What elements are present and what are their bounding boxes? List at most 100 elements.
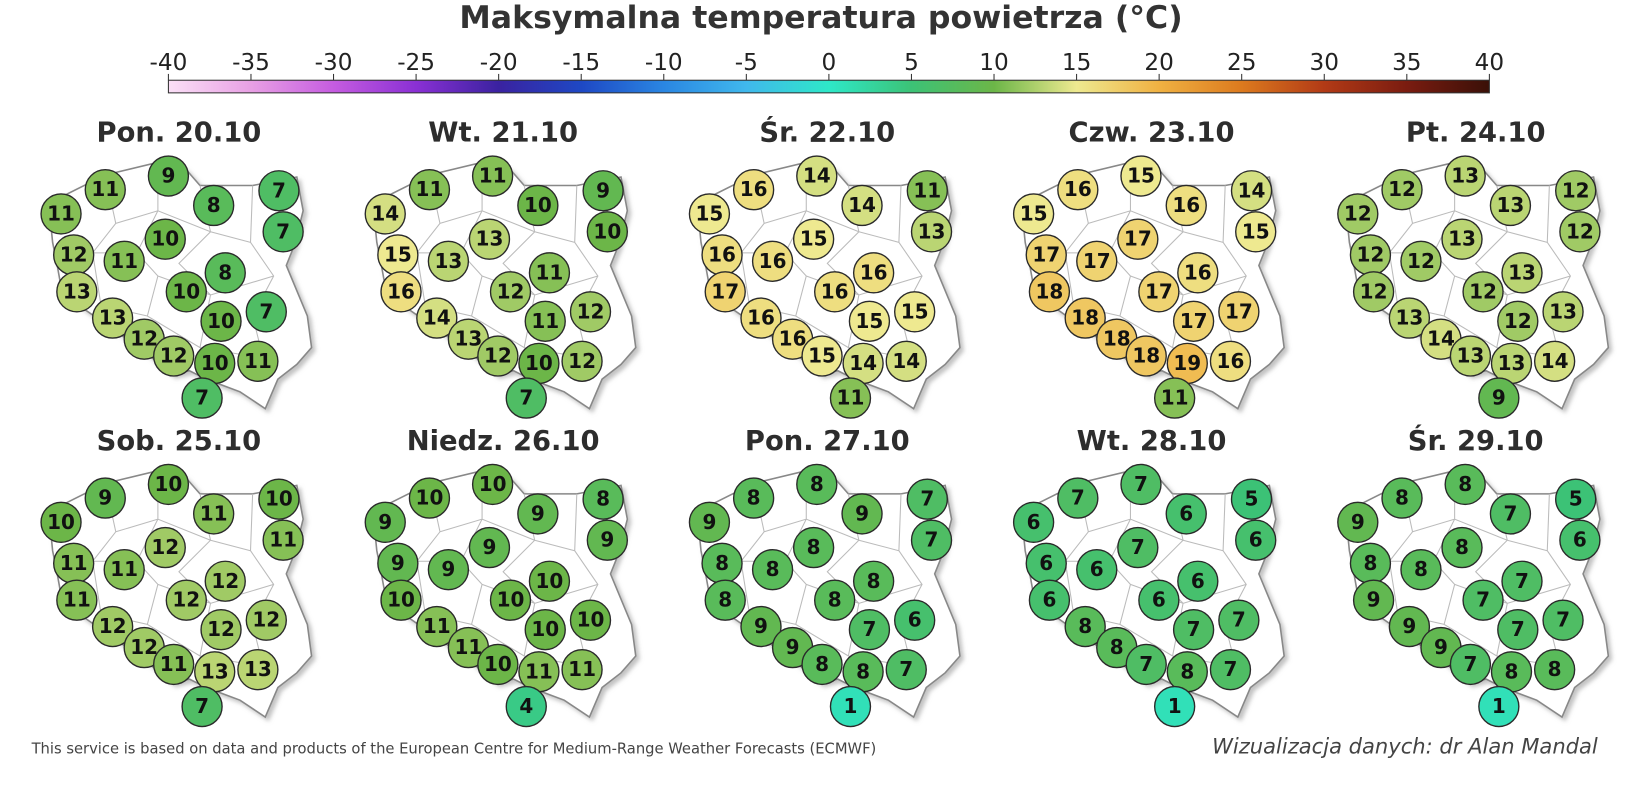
temperature-value: 6	[1090, 557, 1104, 581]
temperature-value: 7	[1556, 608, 1570, 632]
temperature-marker	[408, 477, 451, 519]
temperature-value: 16	[759, 249, 787, 273]
temperature-value: 12	[60, 243, 88, 267]
temperature-value: 16	[1217, 349, 1245, 373]
colorbar-tick-label: -20	[480, 50, 518, 76]
temperature-marker	[489, 271, 532, 313]
temperature-marker	[1165, 184, 1207, 227]
temperature-value: 11	[423, 614, 451, 638]
temperature-value: 11	[60, 551, 88, 575]
temperature-marker	[152, 335, 195, 377]
temperature-marker	[1478, 685, 1520, 728]
temperature-value: 8	[1548, 657, 1562, 681]
temperature-value: 12	[160, 344, 188, 368]
temperature-marker	[829, 377, 872, 419]
temperature-value: 6	[1152, 588, 1166, 612]
temperature-value: 15	[384, 243, 412, 267]
temperature-marker	[688, 193, 731, 235]
temperature-marker	[1533, 340, 1576, 382]
temperature-value: 11	[454, 635, 482, 659]
temperature-marker	[801, 335, 843, 377]
temperature-value: 7	[272, 178, 286, 202]
temperature-value: 8	[856, 659, 870, 683]
temperature-value: 6	[1191, 569, 1205, 593]
temperature-marker	[237, 648, 279, 691]
temperature-marker	[427, 548, 470, 591]
temperature-marker	[906, 170, 948, 212]
temperature-marker	[1337, 193, 1379, 235]
temperature-value: 16	[387, 279, 415, 303]
temperature-marker	[1153, 685, 1196, 728]
temperature-value: 13	[1497, 193, 1525, 217]
temperature-marker	[1352, 271, 1395, 313]
temperature-marker	[200, 608, 242, 651]
temperature-marker	[181, 377, 223, 419]
temperature-marker	[1064, 297, 1106, 339]
source-note: This service is based on data and produc…	[31, 741, 877, 758]
temperature-value: 12	[1357, 243, 1385, 267]
temperature-value: 18	[1071, 306, 1099, 330]
temperature-marker	[582, 170, 624, 212]
temperature-value: 14	[892, 349, 920, 373]
temperature-marker	[1057, 169, 1099, 211]
temperature-value: 16	[779, 327, 807, 351]
temperature-marker	[1497, 608, 1539, 651]
temperature-value: 10	[155, 472, 183, 496]
temperature-value: 13	[201, 659, 229, 683]
temperature-value: 12	[130, 635, 158, 659]
temperature-value: 9	[786, 635, 800, 659]
temperature-marker	[1555, 170, 1597, 212]
temperature-value: 13	[434, 249, 462, 273]
temperature-value: 5	[1245, 487, 1259, 511]
temperature-marker	[1449, 335, 1492, 377]
temperature-value: 11	[416, 177, 444, 201]
temperature-marker	[1012, 501, 1055, 543]
temperature-value: 12	[1360, 279, 1388, 303]
temperature-value: 15	[696, 201, 724, 225]
temperature-value: 8	[718, 588, 732, 612]
temperature-marker	[56, 579, 98, 621]
temperature-value: 10	[47, 510, 75, 534]
temperature-marker	[144, 218, 186, 260]
temperature-value: 17	[1225, 299, 1253, 323]
temperature-marker	[796, 155, 838, 197]
temperature-marker	[751, 548, 794, 591]
temperature-value: 18	[1103, 327, 1131, 351]
temperature-marker	[704, 579, 746, 621]
temperature-value: 9	[596, 178, 610, 202]
temperature-value: 7	[1134, 472, 1148, 496]
temperature-marker	[364, 501, 406, 543]
temperature-marker	[582, 478, 624, 520]
temperature-value: 8	[1395, 486, 1409, 510]
temperature-marker	[792, 218, 835, 260]
temperature-marker	[468, 526, 511, 569]
temperature-value: 7	[1463, 652, 1477, 676]
temperature-value: 8	[867, 569, 881, 593]
temperature-marker	[103, 240, 145, 282]
temperature-value: 12	[1504, 309, 1532, 333]
temperature-value: 15	[808, 344, 836, 368]
temperature-marker	[1381, 477, 1423, 519]
temperature-value: 17	[1124, 227, 1152, 251]
temperature-value: 9	[161, 164, 175, 188]
temperature-marker	[528, 252, 571, 294]
temperature-value: 8	[1078, 614, 1092, 638]
temperature-value: 14	[1541, 349, 1569, 373]
credit: Wizualizacja danych: dr Alan Mandal	[1212, 734, 1598, 759]
temperature-marker	[1501, 560, 1543, 602]
temperature-marker	[380, 271, 422, 313]
temperature-value: 16	[740, 177, 768, 201]
day-label: Wt. 21.10	[428, 117, 578, 148]
temperature-value: 14	[849, 351, 877, 375]
temperature-value: 8	[1180, 659, 1194, 683]
temperature-value: 6	[1042, 588, 1056, 612]
colorbar-tick-label: -10	[645, 50, 683, 76]
colorbar-tick-label: -5	[735, 50, 758, 76]
temperature-value: 7	[1187, 617, 1201, 641]
temperature-marker	[1533, 648, 1576, 691]
